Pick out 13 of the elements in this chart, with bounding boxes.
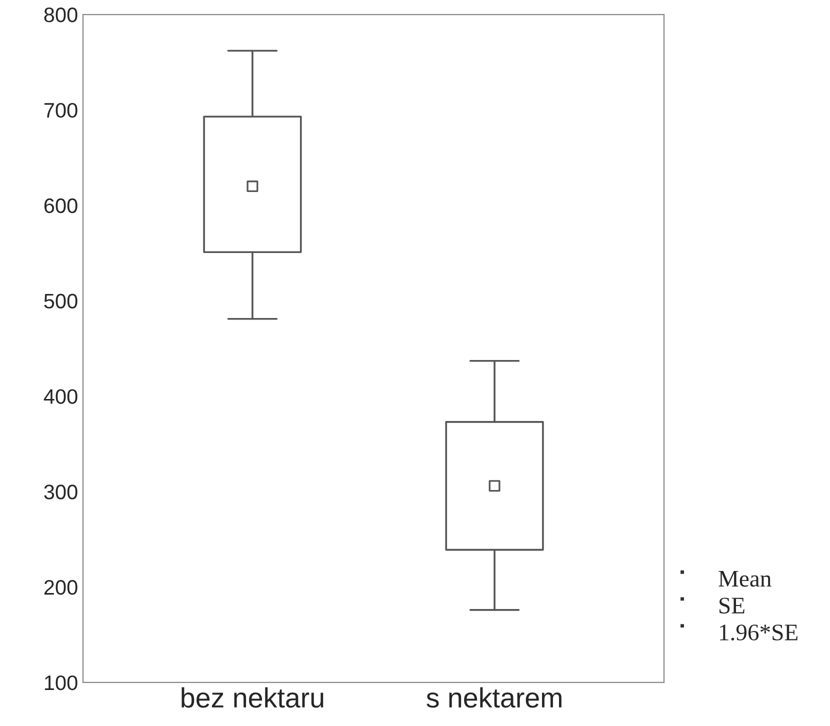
x-tick-label: s nektarem [426, 687, 562, 708]
x-tick-label: bez nektaru [182, 687, 324, 708]
y-tick-label: 700 [44, 102, 78, 118]
text: 1.96*SE [720, 624, 798, 641]
text: Mean [718, 571, 772, 587]
y-tick-label: 300 [44, 484, 78, 500]
y-tick-label: 600 [44, 198, 78, 214]
text: SE [720, 598, 744, 614]
y-tick-label: 200 [44, 580, 78, 595]
y-tick-label: 100 [44, 675, 78, 690]
y-tick-label: 800 [44, 8, 78, 22]
y-tick-label: 500 [44, 294, 78, 309]
y-tick-label: 400 [44, 389, 78, 404]
